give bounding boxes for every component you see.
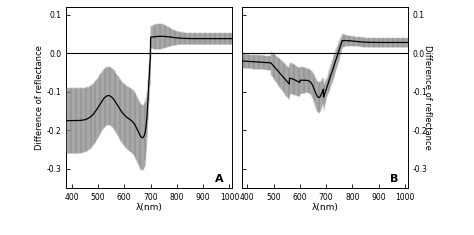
X-axis label: λ(nm): λ(nm): [311, 203, 338, 212]
X-axis label: λ(nm): λ(nm): [136, 203, 163, 212]
Text: A: A: [214, 174, 223, 184]
Y-axis label: Difference of reflectance: Difference of reflectance: [422, 45, 431, 150]
Y-axis label: Difference of reflectance: Difference of reflectance: [35, 45, 44, 150]
Text: B: B: [390, 174, 399, 184]
